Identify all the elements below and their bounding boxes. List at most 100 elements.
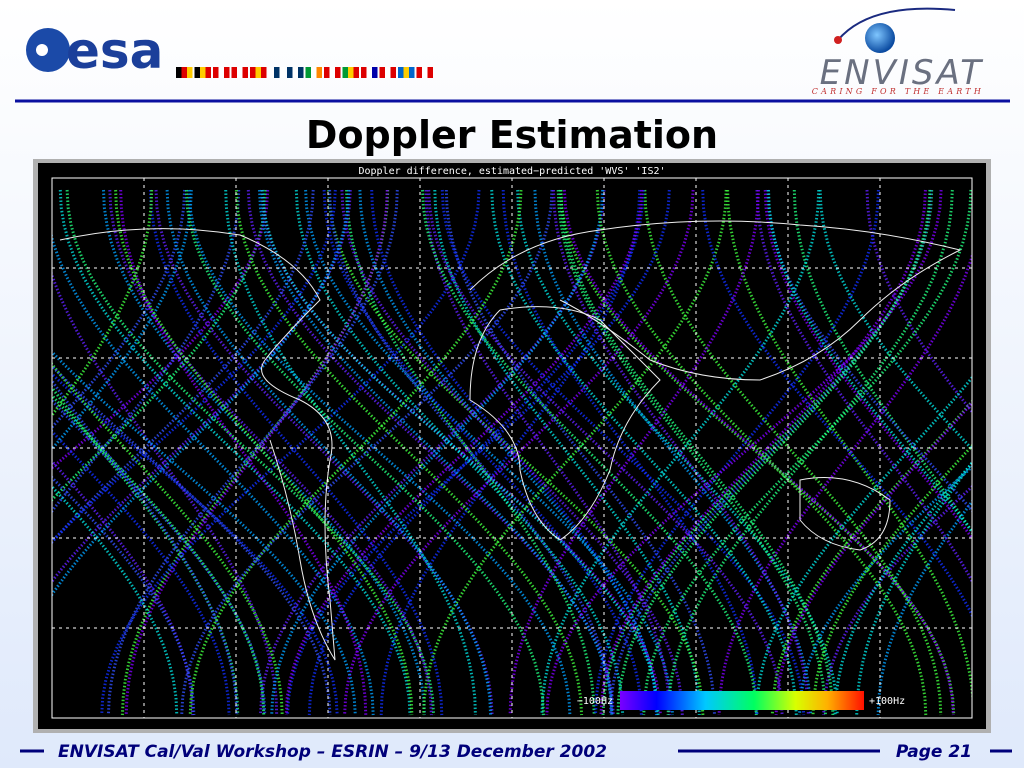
flag-stripe [279,67,285,78]
ground-track [717,250,972,716]
ground-track [770,399,972,716]
flag-stripe [200,67,206,78]
flag-stripe [218,67,224,78]
ground-track [260,189,660,716]
ground-track [65,189,436,716]
ground-track [666,189,954,716]
colorbar [620,691,864,710]
ground-track [642,189,972,716]
flag-stripe [261,67,267,78]
ground-track [119,189,368,716]
ground-track [52,189,337,544]
flag-stripe [372,67,378,78]
flag-stripe [385,67,391,78]
ground-track [180,189,554,716]
ground-track [286,189,671,716]
flag-stripe [194,67,200,78]
ground-track [184,189,546,716]
ground-track [754,375,972,716]
flag-stripe [353,67,359,78]
flag-stripe [237,67,243,78]
flag-stripe [305,67,311,78]
flag-stripe [398,67,404,78]
ground-track [304,189,674,716]
ground-track [258,189,614,716]
flag-stripe [390,67,396,78]
flag-stripe [213,67,219,78]
colorbar-max-label: +100Hz [869,696,905,707]
envisat-text: ENVISAT [820,53,984,93]
ground-track [52,189,351,598]
flag-stripe [403,67,409,78]
ground-track [52,189,352,584]
flag-stripe [427,67,433,78]
flag-stripe [224,67,230,78]
ground-track [595,189,928,716]
ground-track [540,189,821,716]
flag-stripe [250,67,256,78]
ground-track [508,189,760,716]
ground-track [608,189,933,716]
envisat-tagline: CARING FOR THE EARTH [812,87,984,96]
ground-track [114,189,414,716]
envisat-logo: ENVISAT CARING FOR THE EARTH [812,7,984,96]
flag-stripe [242,67,248,78]
esa-logo: esa [26,22,433,80]
ground-track [188,189,523,716]
flag-stripe [311,67,317,78]
ground-track [427,189,784,716]
flag-stripe [205,67,211,78]
flag-stripe [181,67,187,78]
flag-stripe [342,67,348,78]
flag-stripe [366,67,372,78]
ground-track [343,189,695,716]
ground-track [270,189,605,716]
flag-stripe [298,67,304,78]
flag-stripe [231,67,237,78]
ground-track [601,189,934,716]
ground-track [284,189,644,716]
flag-stripe [268,67,274,78]
footer-text: ENVISAT Cal/Val Workshop – ESRIN – 9/13 … [58,742,607,762]
flag-stripe [316,67,322,78]
ground-track [106,189,399,716]
figure-title: Doppler difference, estimated−predicted … [358,166,665,177]
flag-stripe [409,67,415,78]
ground-track [52,270,279,716]
ground-track [559,189,956,716]
flag-stripe [176,67,182,78]
flag-stripe [287,67,293,78]
flag-strip [176,67,433,78]
flag-stripe [379,67,385,78]
ground-track [58,189,412,716]
ground-track [421,189,758,716]
ground-track [52,189,268,502]
ground-track [545,189,943,716]
ground-track [52,231,375,716]
ground-track [422,189,728,716]
flag-stripe [329,67,335,78]
ground-track [599,189,927,716]
flag-stripe [422,67,428,78]
ground-track [358,189,659,716]
esa-text: esa [66,22,163,80]
map-grid [52,178,972,718]
ground-track [424,189,671,716]
ground-track [559,189,835,716]
flag-stripe [292,67,298,78]
ground-track [52,378,239,716]
ground-track [562,189,955,716]
ground-track [52,189,315,545]
ground-track [552,189,810,716]
coastlines [59,220,962,661]
colorbar-min-label: −100Hz [577,696,613,707]
ground-track [440,189,806,716]
ground-track [165,189,493,716]
ground-track [616,189,932,716]
ground-track [792,189,972,535]
flag-stripe [187,67,193,78]
ground-track [246,189,615,716]
flag-stripe [255,67,261,78]
